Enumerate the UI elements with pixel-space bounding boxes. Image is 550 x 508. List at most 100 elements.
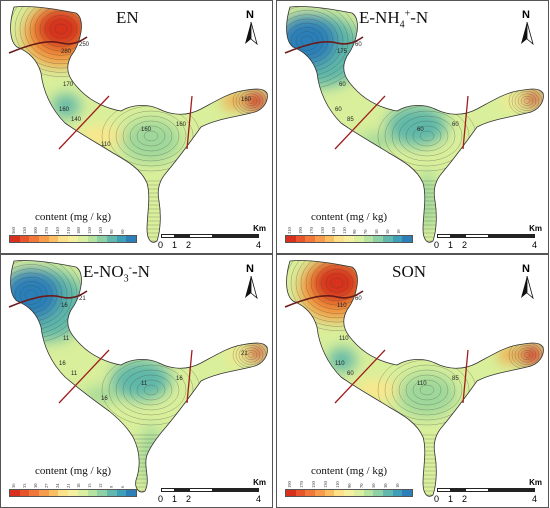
legend-tick-label: 30 [32,483,38,489]
contour-label: 16 [59,361,66,367]
legend-tick-label: 10 [395,483,400,489]
legend-tick-label: 120 [98,227,104,234]
contour-label: 170 [63,82,74,88]
scale-bar: 0 1 2 4 Km [434,478,542,507]
legend-tick-label: 300 [32,227,38,234]
legend-ticks: 360 330 300 270 240 210 180 150 120 90 60 [9,223,137,235]
north-arrow-icon: N [514,263,540,303]
scale-label: 2 [462,494,468,504]
legend-title: content (mg / kg) [310,465,388,477]
contour-label: 160 [241,97,252,103]
scale-label: 0 [434,240,440,250]
contour-label: 85 [347,117,354,123]
legend-tick-label: 190 [287,481,292,488]
panel-title-text: EN [116,8,139,27]
legend-tick-label: 330 [21,227,27,234]
legend-ticks: 190 170 150 130 110 90 70 50 30 10 [285,477,413,489]
legend-tick-label: 110 [341,227,347,234]
legend-tick-label: 9 [109,485,115,488]
contour-label: 175 [337,49,348,55]
panel-title: EN [116,8,139,28]
contour-label: 160 [59,107,70,113]
legend-tick-label: 33 [21,483,27,489]
legend-tick-label: 150 [311,481,316,488]
legend-tick-label: 30 [385,229,391,235]
scale-label: 2 [186,240,192,250]
scale-label: 2 [462,240,468,250]
contour-map: 175 60 60 60 85 60 60 [284,6,544,243]
legend-color-bar [9,235,137,243]
legend-color-bar [9,489,137,497]
legend-tick-label: 190 [297,227,303,234]
contour-label: 60 [335,107,342,113]
legend-tick-label: 30 [383,483,388,489]
scale-unit: Km [253,478,266,487]
legend-tick-label: 50 [371,483,376,489]
legend-color-bar [285,489,413,497]
scale-label: 1 [448,240,454,250]
scale-bar: 0 1 2 4 Km [434,224,542,253]
legend-tick-label: 90 [347,483,352,489]
scale-label: 0 [158,494,164,504]
legend-tick-label: 130 [330,227,336,234]
scale-label: 0 [434,494,440,504]
legend-tick-label: 170 [308,227,314,234]
contour-label: 160 [141,127,152,133]
contour-label: 140 [71,117,82,123]
scale-label: 1 [172,494,178,504]
north-arrow-icon: N [514,9,540,49]
scale-label: 0 [158,240,164,250]
legend-tick-label: 240 [54,227,60,234]
legend-color-bar [285,235,413,243]
contour-label: 16 [61,303,68,309]
panel-title-text: SON [392,262,427,281]
contour-label: 11 [71,371,78,377]
contour-label: 280 [61,49,72,55]
legend-title: content (mg / kg) [34,465,112,477]
legend-tick-label: 10 [396,229,402,235]
legend-tick-label: 18 [76,483,82,489]
contour-label: 110 [417,381,427,387]
panel-title-text: E-NO [83,262,124,281]
panel-title: E-NH4+-N [359,8,429,31]
legend-title: content (mg / kg) [310,211,388,223]
legend-tick-label: 150 [87,227,93,234]
scale-label: 4 [256,494,262,504]
legend-tick-label: 360 [11,227,16,234]
contour-label: 60 [355,296,362,302]
scale-bar: 0 1 2 4 Km [158,224,266,253]
color-legend: content (mg / kg) 210 190 170 150 130 110 90 70 5… [285,211,413,243]
legend-tick-label: 90 [352,229,358,235]
north-arrow-icon: N [238,9,264,49]
scale-label: 4 [256,240,262,250]
legend-tick-label: 27 [43,483,49,489]
contour-label: 16 [101,396,108,402]
legend-tick-label: 12 [98,483,104,489]
panel-title: E-NO3--N [83,262,150,285]
contour-label: 60 [355,42,362,48]
contour-label: 21 [241,351,248,357]
contour-label: 110 [339,336,349,342]
panel-title: SON [392,262,426,282]
contour-label: 60 [452,122,459,128]
legend-tick-label: 24 [54,483,60,489]
scale-label: 2 [186,494,192,504]
legend-tick-label: 6 [120,485,126,488]
contour-label: 110 [101,142,111,148]
legend-tick-label: 15 [87,483,93,489]
scale-unit: Km [529,478,542,487]
legend-tick-label: 110 [335,481,340,488]
contour-label: 160 [176,122,187,128]
legend-tick-label: 210 [65,227,71,234]
contour-label: 11 [63,336,70,342]
scale-label: 4 [532,240,538,250]
legend-tick-label: 180 [76,227,82,234]
contour-label: 85 [452,376,459,382]
contour-map: 16 21 11 16 11 11 16 21 16 [8,260,268,493]
scale-unit: Km [529,224,542,233]
